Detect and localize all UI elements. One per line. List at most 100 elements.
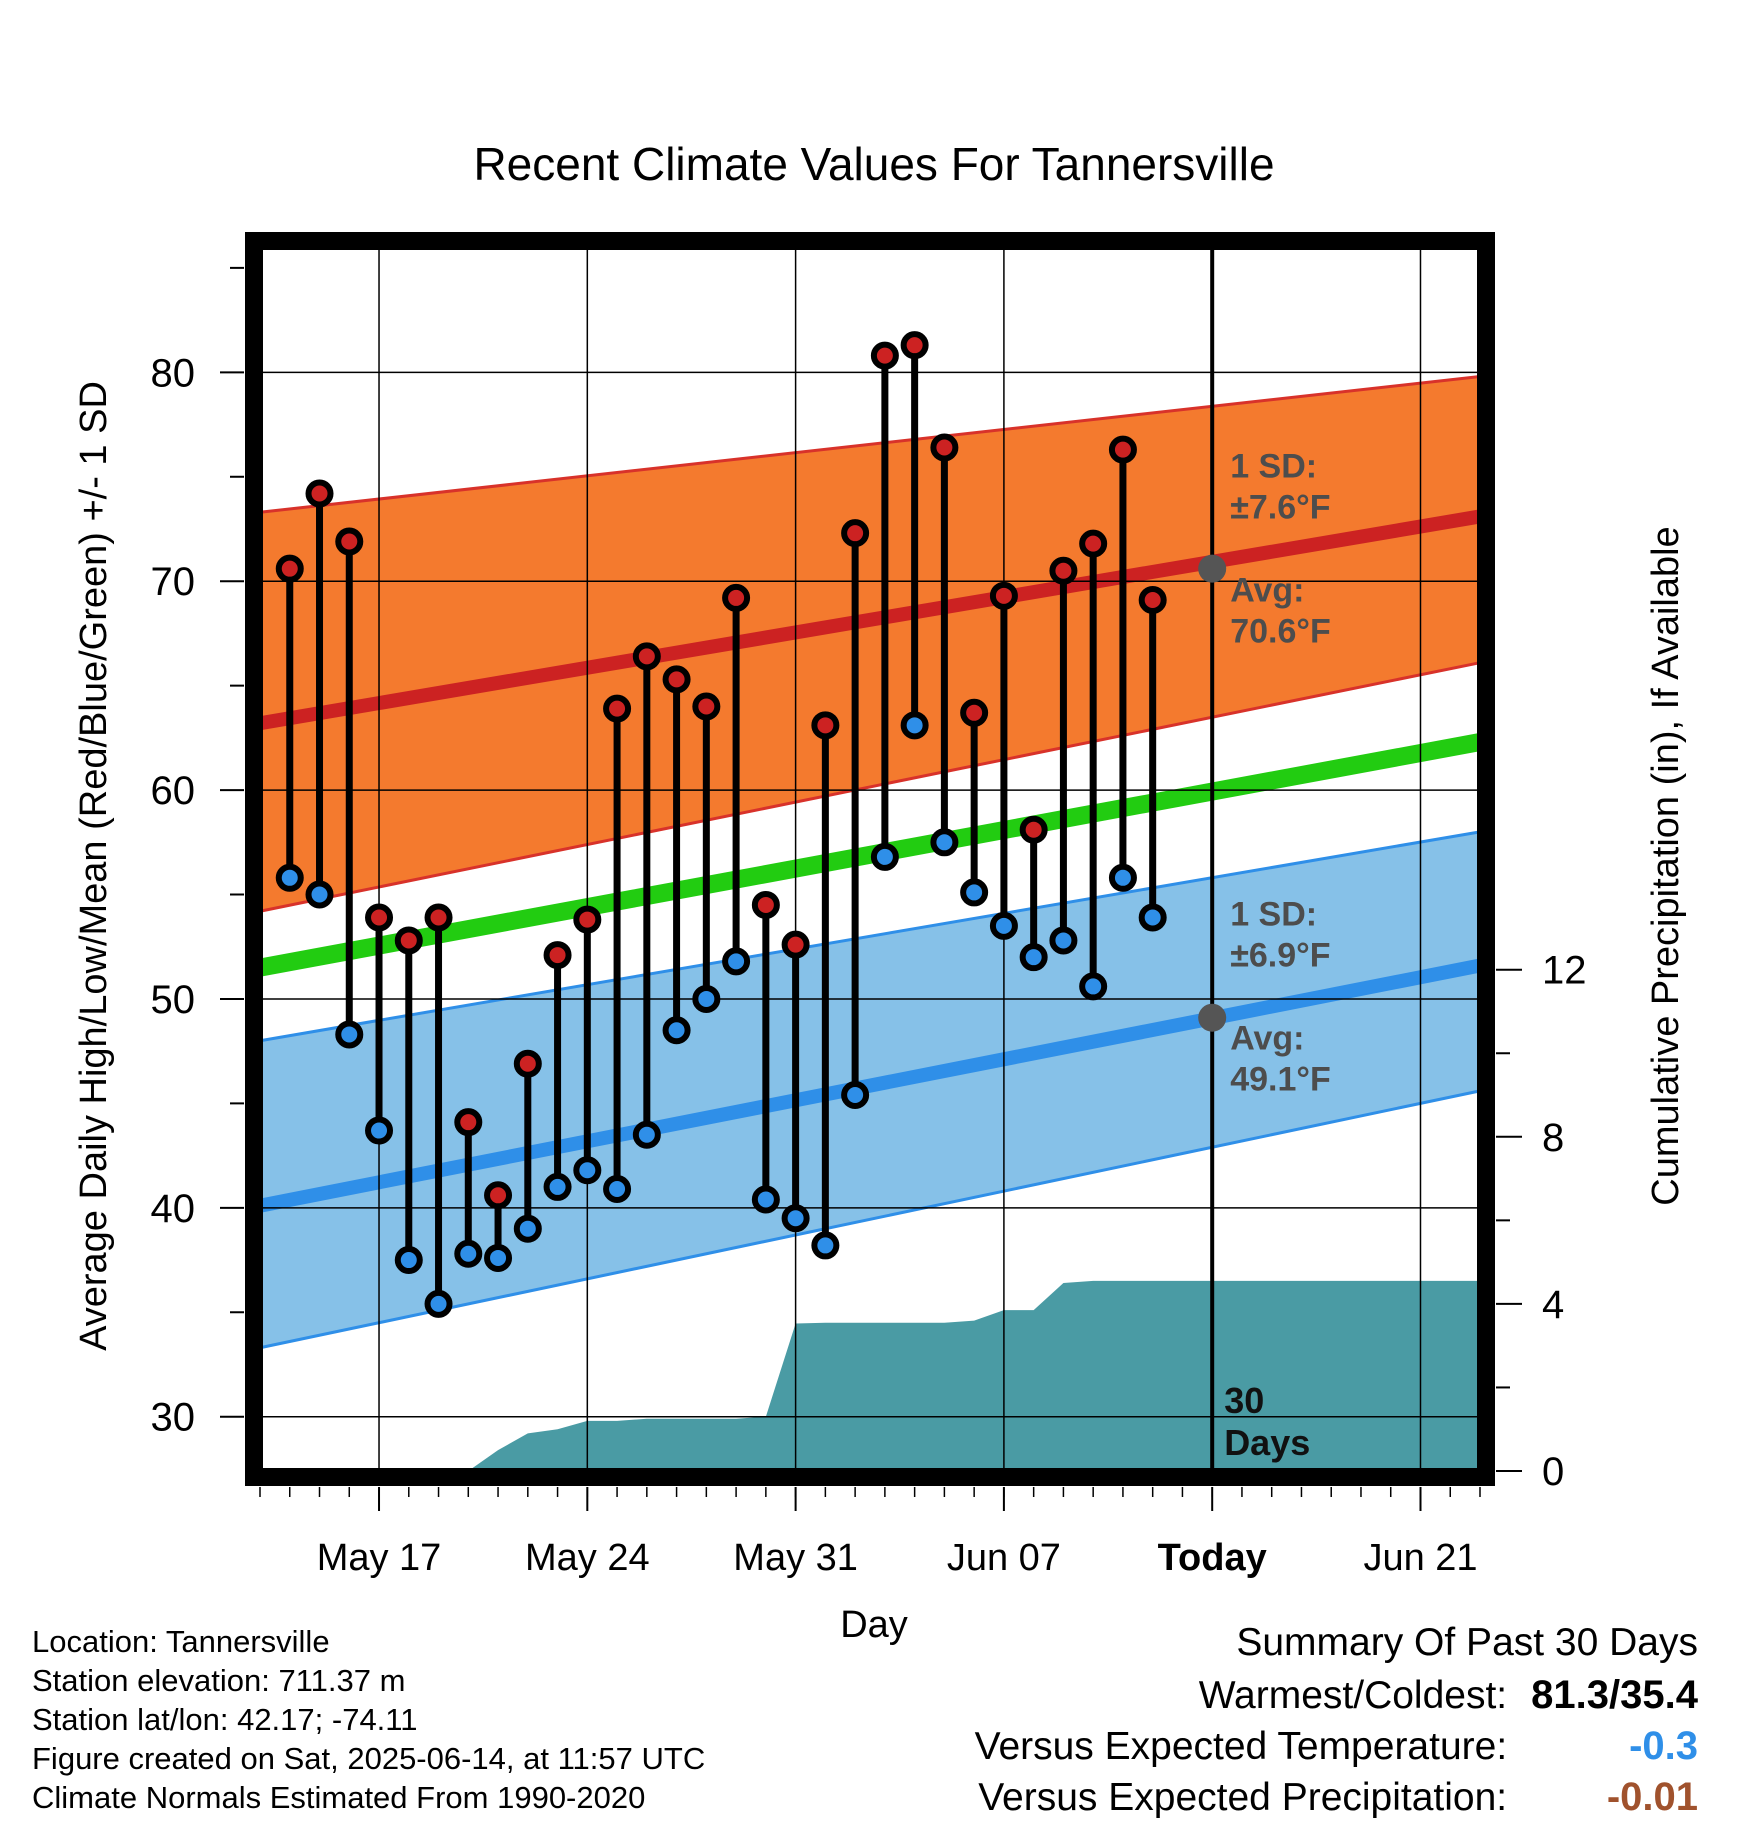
low-point [454, 1239, 483, 1268]
high-point [573, 905, 602, 934]
elevation-text: Station elevation: 711.37 m [32, 1663, 406, 1698]
summary-warm-cold: Warmest/Coldest: 81.3/35.4 [975, 1670, 1698, 1721]
low-point [960, 878, 989, 907]
summary-heading: Summary Of Past 30 Days [1236, 1621, 1698, 1664]
today-high-average-marker [1198, 554, 1227, 583]
x-tick-label: Today [1158, 1537, 1267, 1579]
high-avg-value: 70.6°F [1230, 613, 1331, 651]
high-point [1079, 529, 1108, 558]
chart-title: Recent Climate Values For Tannersville [473, 138, 1274, 190]
high-sd-band-lower-edge [259, 661, 1481, 913]
low-sd-label: 1 SD: [1230, 896, 1317, 934]
latlon-text: Station lat/lon: 42.17; -74.11 [32, 1702, 418, 1737]
mean-average-line [258, 733, 1482, 977]
low-point [900, 711, 929, 740]
high-point [305, 479, 334, 508]
high-point [543, 941, 572, 970]
high-average-line [258, 509, 1482, 731]
summary-precip: Versus Expected Precipitation: -0.01 [975, 1772, 1698, 1823]
y2-tick-label: 0 [1542, 1450, 1564, 1494]
high-point [900, 331, 929, 360]
high-sd-label: 1 SD: [1230, 448, 1317, 486]
low-point [275, 863, 304, 892]
y2-tick-label: 8 [1542, 1116, 1564, 1160]
high-point [365, 903, 394, 932]
plot-frame [245, 232, 1495, 1486]
high-point [722, 583, 751, 612]
low-point [692, 984, 721, 1013]
low-point [870, 842, 899, 871]
x-tick-label: May 31 [733, 1537, 858, 1579]
low-point [1019, 943, 1048, 972]
low-point [632, 1120, 661, 1149]
low-average-line [258, 958, 1482, 1213]
low-point [335, 1020, 364, 1049]
high-point [662, 665, 691, 694]
precip-label: Versus Expected Precipitation: [978, 1776, 1508, 1819]
summary-temp: Versus Expected Temperature: -0.3 [975, 1721, 1698, 1772]
high-sd-band-upper-edge [259, 375, 1481, 514]
low-point [543, 1172, 572, 1201]
high-avg-label: Avg: [1230, 572, 1304, 610]
y-tick-label: 40 [151, 1187, 196, 1231]
low-point [573, 1156, 602, 1185]
days-label: Days [1224, 1422, 1310, 1463]
today-low-average-marker [1198, 1003, 1227, 1032]
temp-value: -0.3 [1629, 1724, 1698, 1768]
high-point [1108, 435, 1137, 464]
days-count-label: 30 [1224, 1380, 1264, 1421]
low-sd-value: ±6.9°F [1230, 937, 1330, 975]
low-point [484, 1243, 513, 1272]
warm-cold-value: 81.3/35.4 [1531, 1673, 1698, 1717]
high-point [960, 698, 989, 727]
high-point [1138, 585, 1167, 614]
normals-text: Climate Normals Estimated From 1990-2020 [32, 1780, 646, 1815]
high-point [989, 581, 1018, 610]
high-sd-value: ±7.6°F [1230, 489, 1330, 527]
low-point [603, 1175, 632, 1204]
low-point [424, 1289, 453, 1318]
high-point [484, 1181, 513, 1210]
low-point [513, 1214, 542, 1243]
high-point [513, 1049, 542, 1078]
high-point [1049, 556, 1078, 585]
x-tick-label: Jun 21 [1363, 1537, 1477, 1579]
y2-tick-label: 4 [1542, 1283, 1564, 1327]
low-sd-band-lower-edge [259, 1089, 1481, 1350]
high-point [692, 692, 721, 721]
station-info: Location: Tannersville Station elevation… [32, 1622, 705, 1817]
warm-cold-label: Warmest/Coldest: [1198, 1674, 1508, 1717]
high-point [930, 433, 959, 462]
x-axis-label: Day [840, 1604, 908, 1646]
high-point [603, 694, 632, 723]
x-tick-label: Jun 07 [947, 1537, 1061, 1579]
y-tick-label: 50 [151, 978, 196, 1022]
high-point [751, 890, 780, 919]
low-point [1049, 926, 1078, 955]
low-point [365, 1116, 394, 1145]
temp-label: Versus Expected Temperature: [974, 1725, 1508, 1768]
low-avg-label: Avg: [1230, 1020, 1304, 1058]
low-point [722, 947, 751, 976]
y-tick-label: 30 [151, 1396, 196, 1440]
high-sd-band [260, 376, 1480, 912]
y-axis-label: Average Daily High/Low/Mean (Red/Blue/Gr… [73, 381, 115, 1351]
y2-tick-label: 12 [1542, 949, 1587, 993]
y-tick-label: 70 [151, 560, 196, 604]
high-point [781, 930, 810, 959]
low-point [811, 1231, 840, 1260]
low-sd-band-upper-edge [259, 830, 1481, 1043]
y-tick-label: 60 [151, 769, 196, 813]
high-point [454, 1108, 483, 1137]
summary-panel: Summary Of Past 30 Days Warmest/Coldest:… [975, 1618, 1698, 1823]
high-point [394, 926, 423, 955]
high-point [811, 711, 840, 740]
high-point [632, 642, 661, 671]
created-text: Figure created on Sat, 2025-06-14, at 11… [32, 1741, 706, 1776]
precip-value: -0.01 [1606, 1775, 1698, 1819]
low-point [662, 1016, 691, 1045]
x-tick-label: May 17 [317, 1537, 442, 1579]
high-point [335, 527, 364, 556]
